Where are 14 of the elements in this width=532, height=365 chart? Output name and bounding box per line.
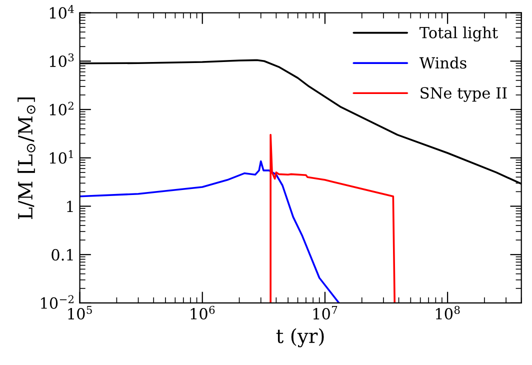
legend-label: Total light <box>420 26 498 42</box>
y-tick-label: 10$^{3}$ <box>50 53 74 68</box>
x-tick-label: 10$^{6}$ <box>190 306 215 320</box>
y-tick-label: 0.1 <box>52 249 73 261</box>
x-tick-label: 10$^{7}$ <box>313 306 338 320</box>
legend-label: Winds <box>419 56 466 69</box>
y-axis-title: L/M [L$_{⊙}$/M$_{⊙}$] <box>18 97 36 220</box>
legend-label: SNe type II <box>420 87 507 102</box>
x-axis-title: t (yr) <box>276 328 324 348</box>
x-tick-label: 10$^{8}$ <box>436 306 460 320</box>
y-tick-label: 10$^{4}$ <box>50 4 74 19</box>
y-tick-label: 10$^{2}$ <box>50 102 74 116</box>
y-tick-label: 10$^{1}$ <box>50 150 73 164</box>
y-tick-label: 1 <box>67 200 73 212</box>
